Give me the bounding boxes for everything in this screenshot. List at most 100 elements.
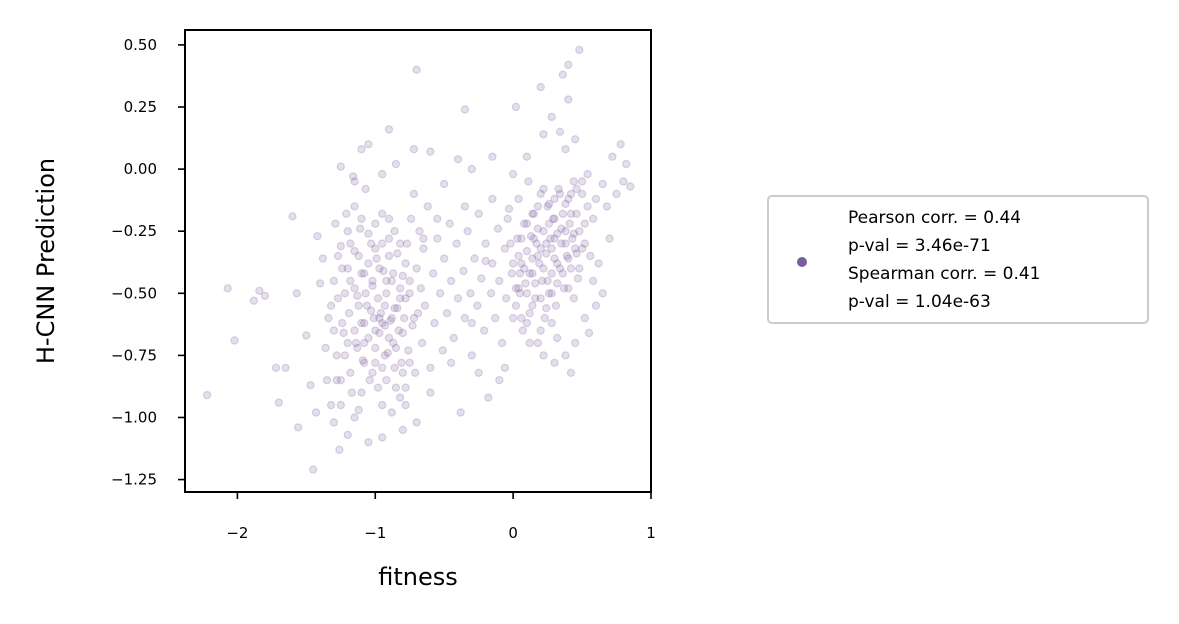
data-point (602, 202, 612, 211)
data-point (531, 279, 540, 288)
data-point (539, 184, 548, 194)
data-point (223, 284, 232, 293)
legend: Pearson corr. = 0.44 p-val = 3.46e-71 Sp… (767, 195, 1149, 324)
data-point (318, 254, 328, 263)
data-point (405, 358, 414, 367)
data-point (466, 289, 475, 298)
data-point (521, 279, 530, 288)
data-point (288, 212, 297, 221)
data-point (350, 326, 359, 335)
x-tick-label: 1 (646, 524, 656, 542)
data-point (561, 226, 570, 236)
data-point (542, 249, 551, 258)
data-point (553, 333, 562, 343)
data-point (387, 408, 396, 417)
data-point (440, 179, 449, 189)
data-point (577, 189, 587, 199)
data-point (511, 284, 521, 293)
data-point (354, 405, 363, 415)
data-point (491, 313, 500, 323)
data-point (336, 162, 345, 171)
data-point (514, 251, 523, 261)
data-point (293, 423, 303, 432)
data-point (395, 239, 405, 248)
data-point (571, 338, 580, 348)
data-point (520, 219, 529, 228)
data-point (384, 251, 394, 261)
data-point (376, 309, 385, 318)
data-point (559, 284, 569, 293)
data-point (357, 318, 366, 328)
data-point (506, 239, 515, 248)
y-tick-label: 0.00 (124, 160, 157, 178)
data-point (544, 219, 554, 228)
data-point (508, 259, 518, 268)
data-point (508, 169, 518, 179)
data-point (553, 229, 562, 238)
data-point (391, 383, 401, 392)
data-point (435, 289, 445, 298)
data-point (452, 239, 461, 248)
data-point (557, 224, 566, 233)
data-point (419, 234, 428, 243)
data-point (583, 169, 592, 179)
data-point (555, 189, 565, 199)
data-point (382, 376, 391, 385)
data-point (372, 254, 381, 263)
legend-line-3: Spearman corr. = 0.41 (848, 264, 1040, 284)
data-point (520, 264, 529, 273)
data-point (306, 381, 315, 390)
data-point (616, 140, 625, 149)
data-point (364, 140, 373, 149)
data-point (401, 400, 410, 410)
data-point (397, 358, 406, 367)
data-point (378, 363, 387, 372)
data-point (353, 291, 362, 300)
data-point (566, 368, 576, 377)
data-point (395, 294, 405, 303)
data-point (528, 209, 537, 218)
points-layer (202, 45, 635, 474)
data-point (547, 269, 556, 278)
data-point (565, 219, 574, 228)
data-point (386, 316, 395, 325)
data-point (449, 333, 458, 343)
data-point (569, 294, 579, 303)
data-point (580, 219, 590, 228)
data-point (569, 177, 579, 186)
data-point (329, 326, 339, 335)
data-point (360, 358, 369, 367)
data-point (495, 276, 504, 286)
data-point (542, 304, 551, 313)
data-point (543, 276, 552, 286)
data-point (500, 244, 510, 253)
data-point (536, 326, 545, 335)
data-point (394, 326, 403, 335)
data-point (326, 301, 336, 310)
data-point (481, 239, 490, 248)
data-point (340, 289, 350, 298)
data-point (364, 438, 373, 447)
data-point (391, 159, 401, 169)
data-point (426, 388, 435, 397)
data-point (335, 445, 344, 454)
data-point (384, 333, 394, 343)
data-point (364, 229, 373, 238)
data-point (380, 351, 390, 360)
data-point (311, 408, 321, 417)
data-point (340, 351, 350, 360)
data-point (577, 244, 587, 253)
data-point (539, 351, 548, 360)
data-point (429, 269, 438, 278)
data-point (420, 301, 430, 310)
data-point (572, 184, 581, 194)
data-point (502, 294, 511, 303)
data-point (395, 393, 405, 402)
data-point (433, 234, 442, 243)
data-point (546, 234, 555, 243)
data-point (488, 152, 497, 161)
data-point (529, 209, 539, 218)
data-point (547, 289, 556, 298)
data-point (467, 351, 476, 360)
data-point (360, 269, 369, 278)
